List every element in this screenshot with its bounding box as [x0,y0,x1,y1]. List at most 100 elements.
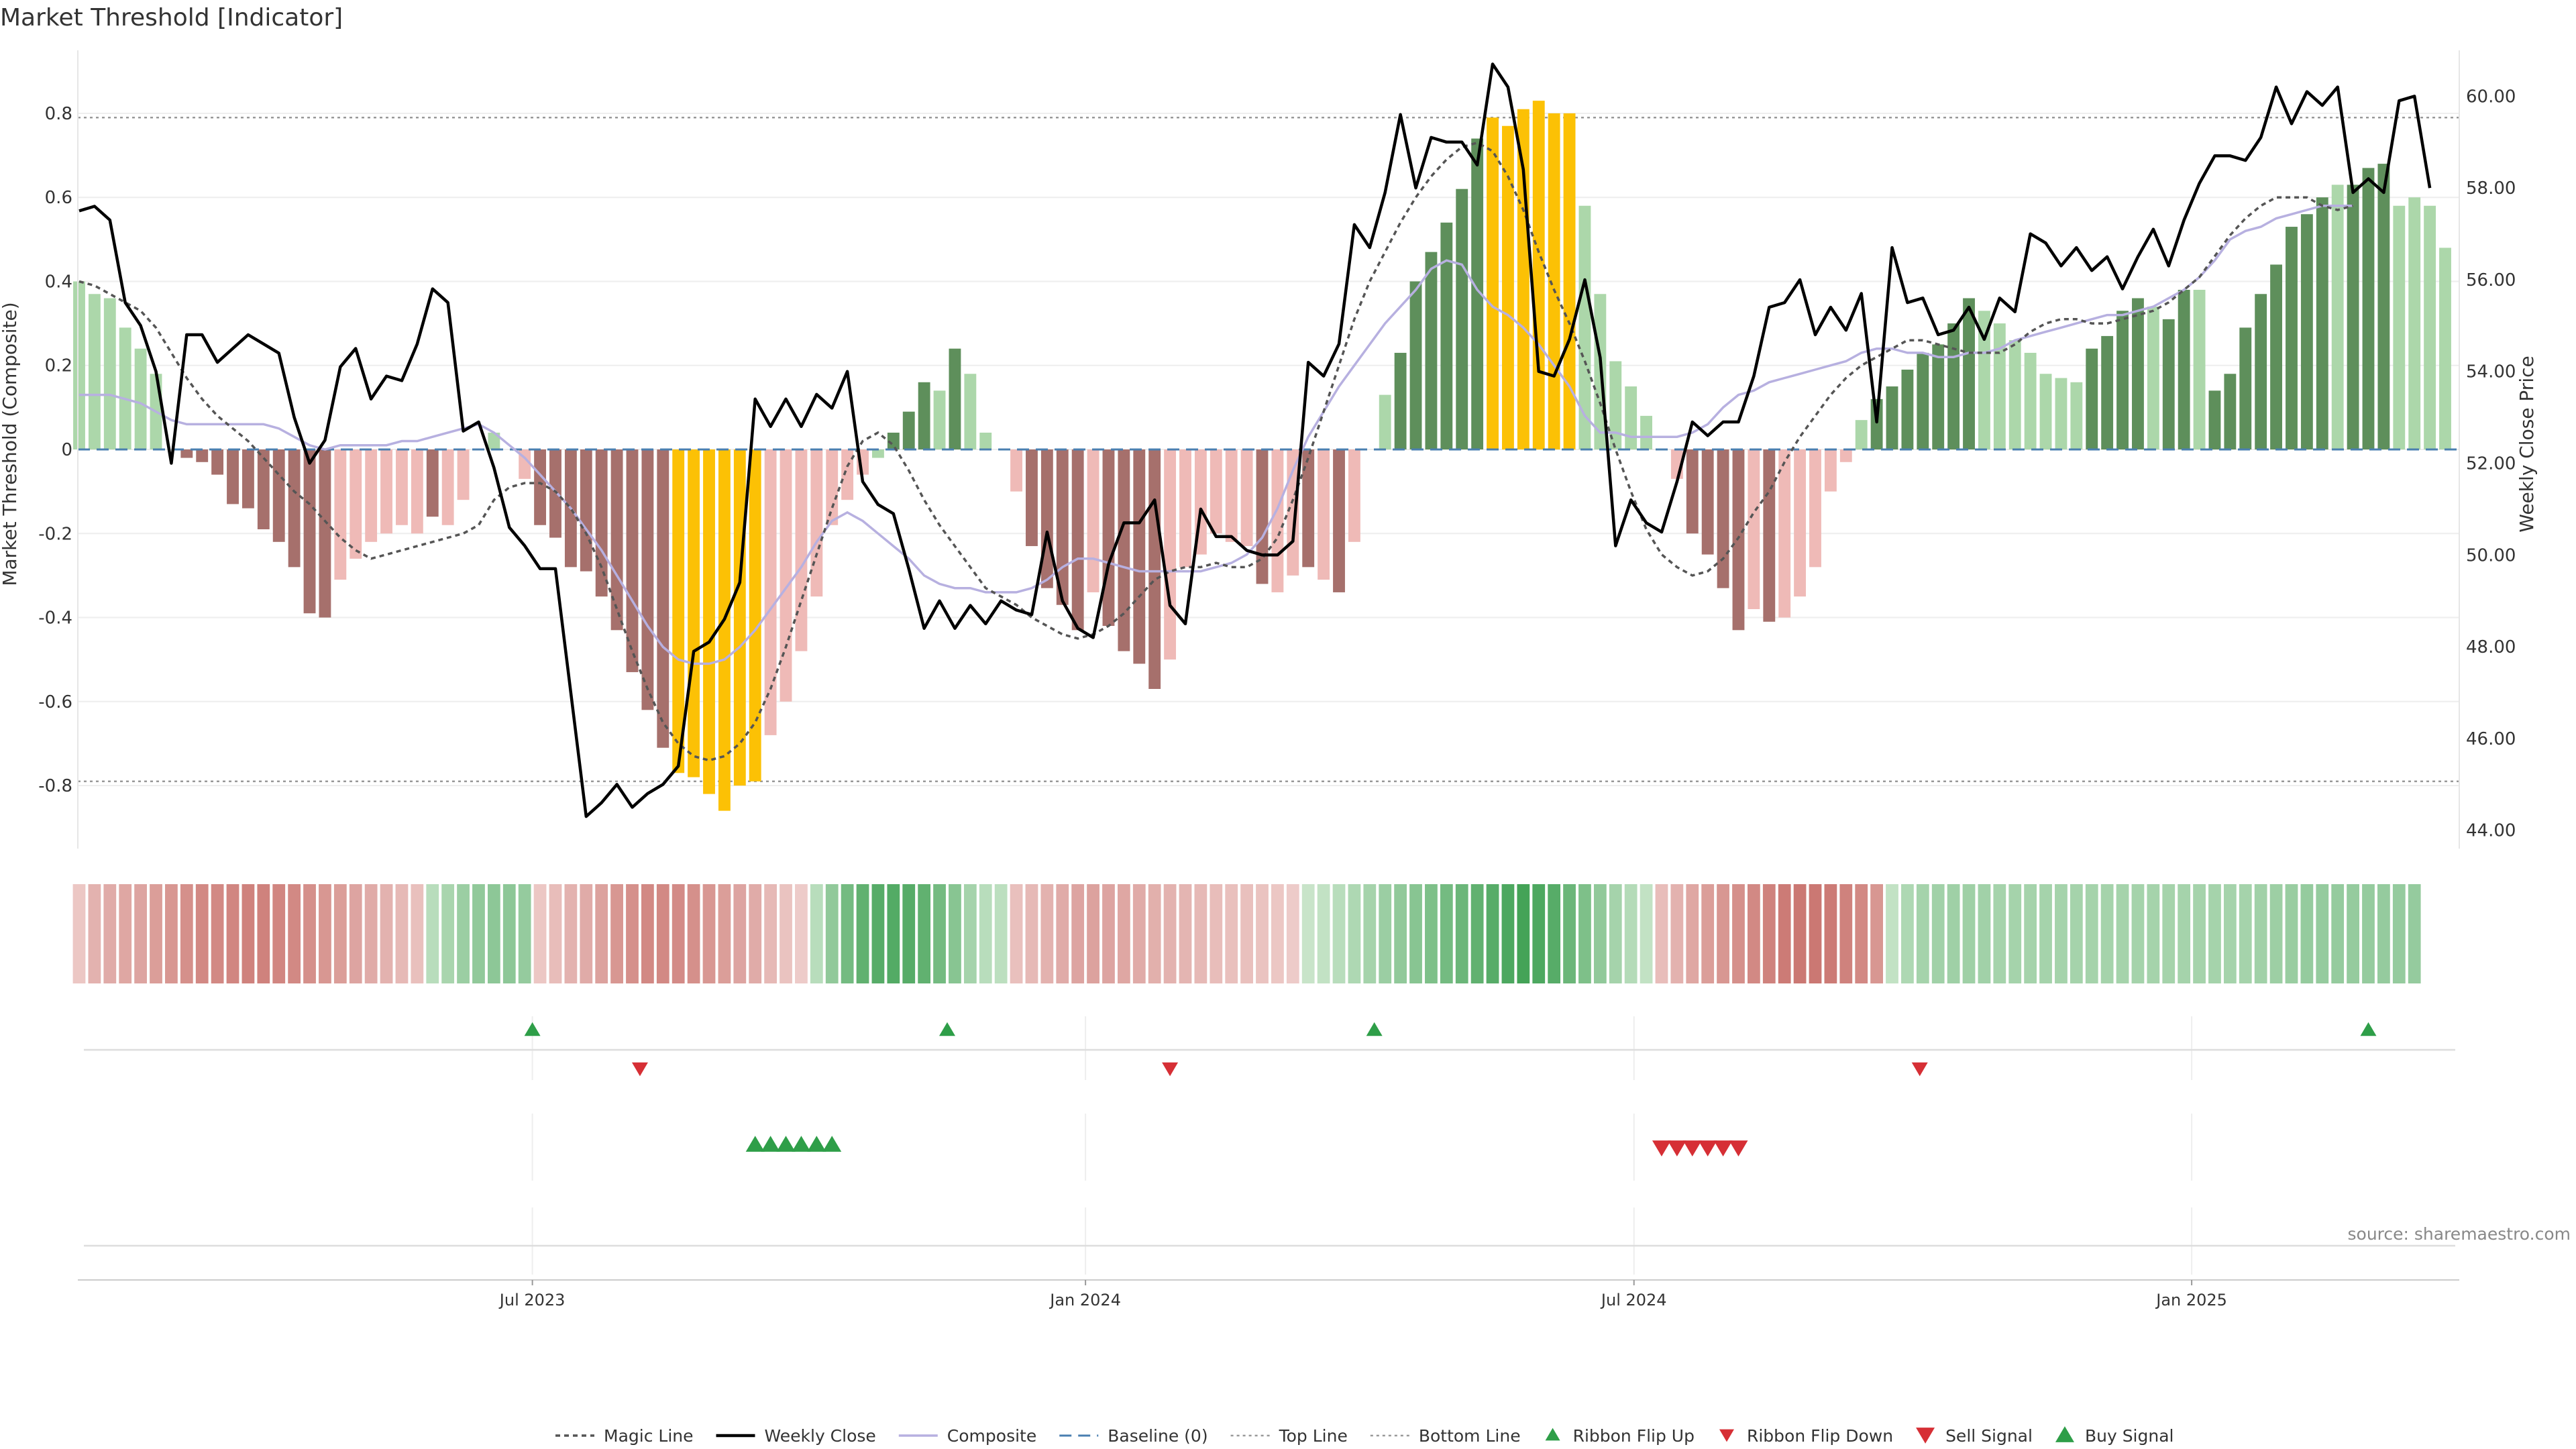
composite-bar [1763,449,1776,622]
composite-bar [1118,449,1130,651]
ribbon-flip-panel [84,1016,2455,1080]
composite-bar [795,449,808,651]
ribbon-cell [2085,884,2098,983]
composite-bar [2116,311,2129,449]
composite-bar [1071,449,1084,631]
ribbon-cell [1732,884,1745,983]
ribbon-cell [195,884,209,983]
composite-bar [2439,248,2451,449]
weekly-close-line [78,62,2432,818]
ribbon-cell [1040,884,1054,983]
composite-bar [1701,449,1714,555]
composite-bar [1271,449,1284,592]
composite-bar [979,432,992,449]
ribbon-cell [303,884,316,983]
ribbon-cell [1363,884,1377,983]
composite-bar [1809,449,1821,568]
ribbon-cell [1916,884,1929,983]
composite-bar [73,281,85,449]
buy-signal-marker [822,1136,842,1152]
legend-label: Top Line [1279,1426,1348,1446]
y-tick-label: 0 [61,440,72,460]
composite-bar [119,327,131,449]
composite-bar [2286,227,2298,449]
ribbon-cell [887,884,900,983]
y2-tick-label: 60.00 [2466,87,2516,107]
sell-signal-marker [1713,1140,1733,1157]
ribbon-cell [2070,884,2083,983]
legend-item: Baseline (0) [1059,1426,1208,1446]
composite-bar [1778,449,1791,618]
composite-bar [2070,382,2083,449]
ribbon-cell [1886,884,1898,983]
y2-tick-label: 56.00 [2466,270,2516,290]
ribbon-cell [487,884,500,983]
x-tick-label: Jan 2024 [1049,1291,1121,1309]
buy-signal-marker [761,1136,780,1152]
legend-item: Ribbon Flip Up [1545,1426,1695,1446]
ribbon-cell [1640,884,1653,983]
ribbon-cell [1210,884,1223,983]
ribbon-cell [1609,884,1622,983]
ribbon-cell [810,884,823,983]
ribbon-cell [1717,884,1729,983]
composite-bar [1717,449,1729,588]
composite-bar [1839,449,1852,462]
composite-bar [227,449,239,504]
ribbon-cell [764,884,777,983]
composite-bar [1732,449,1745,631]
y2-tick-label: 52.00 [2466,454,2516,474]
y-tick-label: -0.8 [38,776,72,796]
ribbon-cell [1148,884,1161,983]
composite-bar [1578,205,1591,449]
ribbon-cell [1824,884,1837,983]
legend-label: Magic Line [604,1426,694,1446]
composite-bar [2408,197,2421,449]
y-tick-label: 0.4 [45,272,72,292]
ribbon-cell [1793,884,1807,983]
composite-bar [272,449,285,542]
ribbon-cell [134,884,148,983]
composite-bar [580,449,592,572]
ribbon-cell [564,884,578,983]
composite-bar [2039,374,2052,449]
composite-bar [2331,184,2344,449]
sell-signal-marker [1667,1140,1686,1157]
ribbon-cell [319,884,331,983]
composite-bar [1563,113,1576,449]
composite-bar [1901,370,1914,449]
ribbon-cell [902,884,916,983]
composite-bar [2316,197,2328,449]
ribbon-flip-up-marker [2360,1022,2377,1036]
composite-bar [2086,348,2098,449]
ribbon-cell [2131,884,2145,983]
composite-bar [1794,449,1807,597]
composite-bars [73,101,2451,811]
ribbon-cell [2116,884,2129,983]
composite-bar [2055,378,2068,449]
composite-bar [396,449,408,525]
composite-bar [718,449,731,811]
legend-item: Magic Line [555,1426,694,1446]
ribbon-cell [1132,884,1146,983]
composite-bar [457,449,470,500]
ribbon-cell [472,884,485,983]
ribbon-cell [1655,884,1668,983]
composite-bar [103,298,116,449]
composite-bar [534,449,547,525]
y-tick-label: -0.2 [38,524,72,544]
ribbon-cell [963,884,977,983]
composite-bar [488,432,500,449]
y2-tick-label: 48.00 [2466,637,2516,657]
legend-item: Ribbon Flip Down [1719,1426,1893,1446]
ribbon-cell [1762,884,1776,983]
ribbon-cell [1256,884,1269,983]
composite-bar [764,449,777,735]
composite-bar [1517,109,1529,449]
ribbon-cell [1532,884,1546,983]
composite-bar [657,449,669,748]
buy-signal-marker [807,1136,826,1152]
ribbon-cell [1517,884,1530,983]
composite-bar [1348,449,1360,542]
